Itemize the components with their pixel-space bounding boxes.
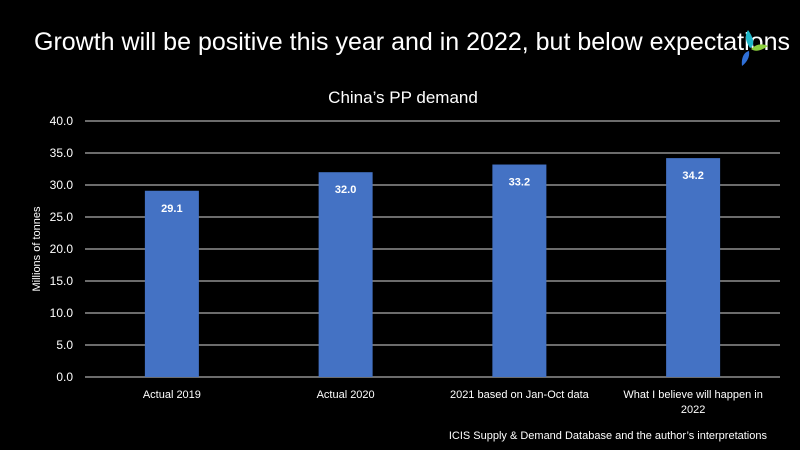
y-tick-label: 15.0 <box>50 274 74 288</box>
bar <box>666 158 721 377</box>
bar <box>144 190 199 377</box>
chart-title: China’s PP demand <box>328 88 478 107</box>
data-label: 32.0 <box>335 184 356 196</box>
y-tick-label: 25.0 <box>50 210 74 224</box>
source-note: ICIS Supply & Demand Database and the au… <box>448 430 767 442</box>
x-tick-label: 2021 based on Jan-Oct data <box>450 389 590 401</box>
y-tick-label: 20.0 <box>50 242 74 256</box>
data-label: 34.2 <box>682 170 703 182</box>
bar <box>318 172 373 377</box>
icis-logo-icon <box>741 30 768 66</box>
y-tick-label: 5.0 <box>56 338 73 352</box>
x-tick-label: Actual 2020 <box>317 389 375 401</box>
data-label: 33.2 <box>509 177 530 189</box>
y-tick-label: 35.0 <box>50 146 74 160</box>
y-tick-label: 30.0 <box>50 178 74 192</box>
slide-title: Growth will be positive this year and in… <box>34 28 790 56</box>
x-tick-label: Actual 2019 <box>143 389 201 401</box>
y-tick-label: 0.0 <box>56 370 73 384</box>
data-label: 29.1 <box>161 203 182 215</box>
y-tick-label: 40.0 <box>50 114 74 128</box>
x-tick-label: What I believe will happen in 2022 <box>623 389 762 416</box>
y-tick-label: 10.0 <box>50 306 74 320</box>
bar <box>492 164 547 377</box>
